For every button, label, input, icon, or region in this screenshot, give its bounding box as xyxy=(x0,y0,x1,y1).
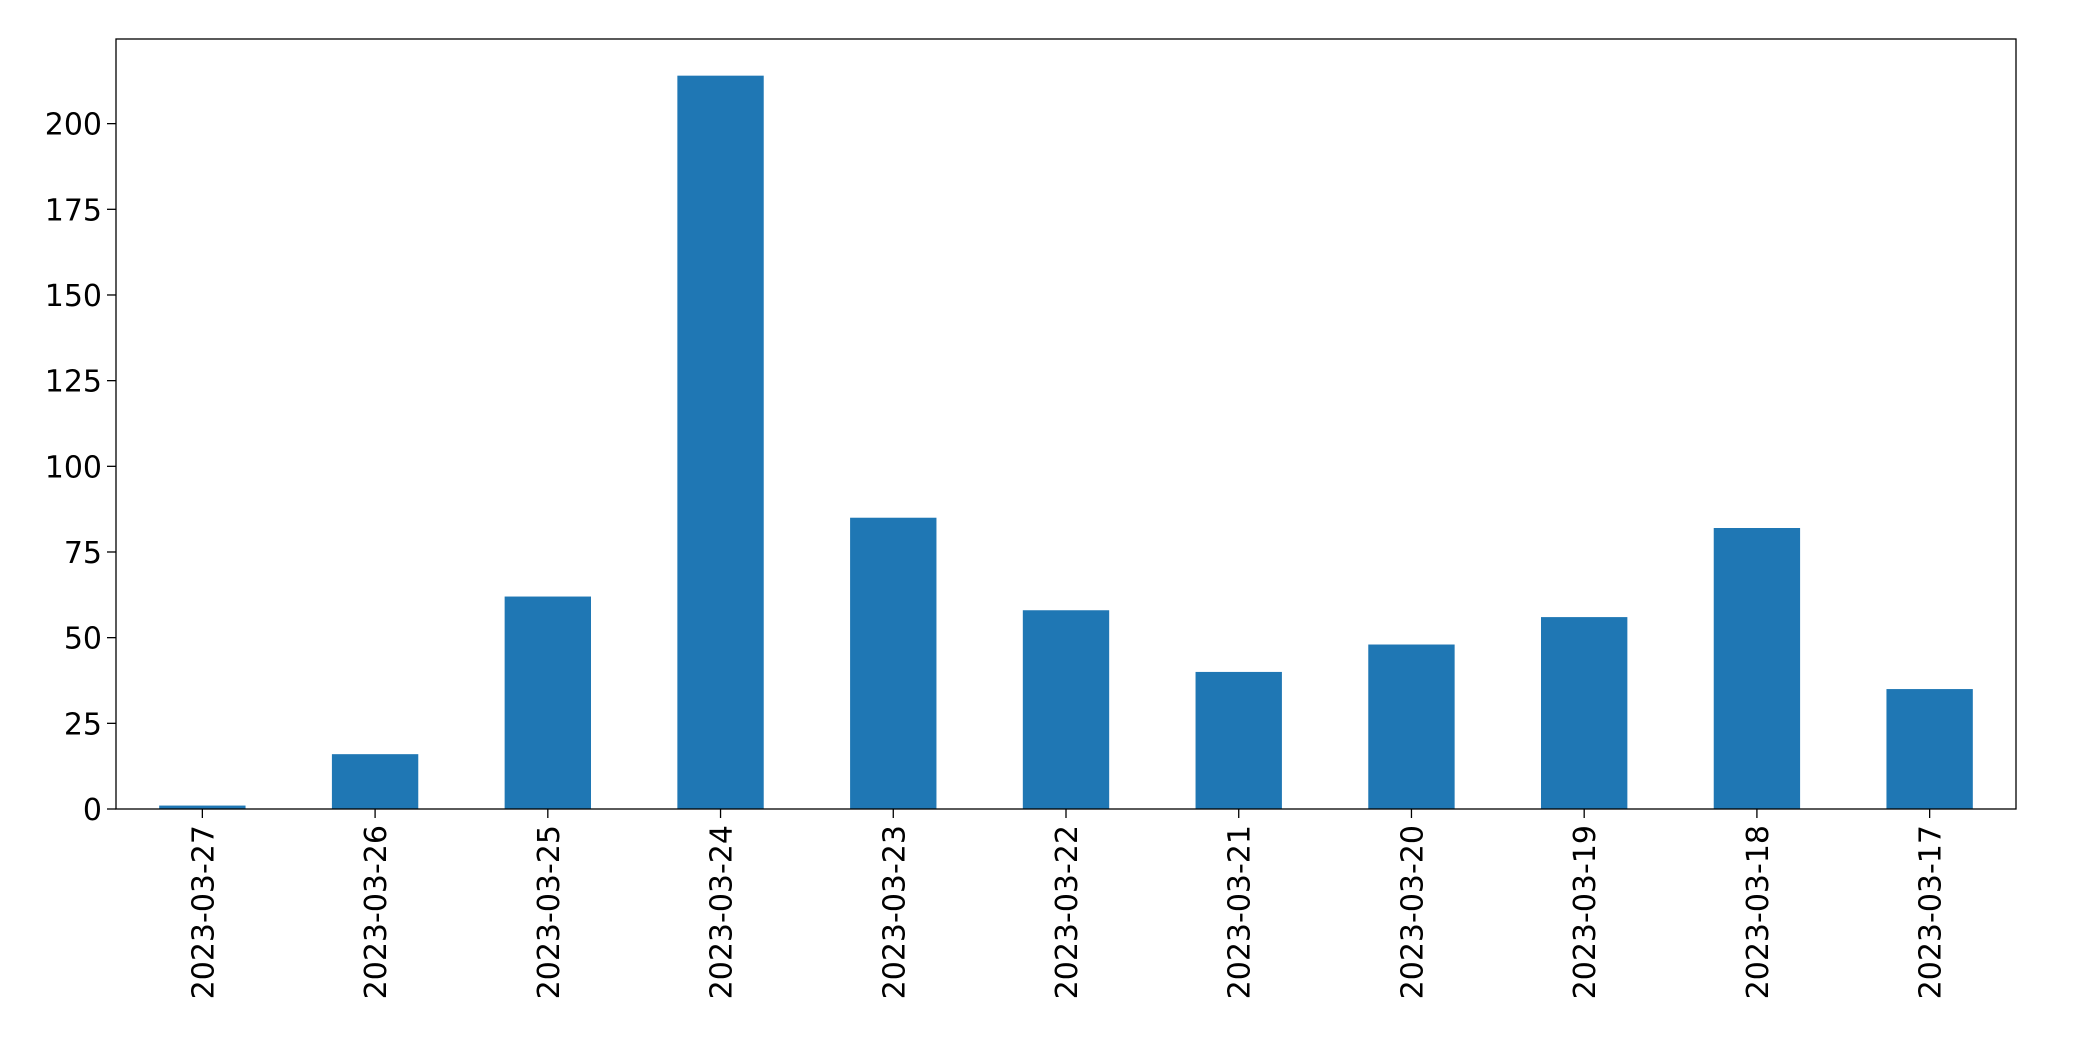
plot-frame xyxy=(115,38,2017,810)
y-tick-label: 0 xyxy=(83,793,102,828)
bar xyxy=(1886,689,1973,809)
bar xyxy=(850,517,937,809)
x-tick-label: 2023-03-23 xyxy=(877,825,912,999)
bar xyxy=(331,754,419,809)
y-tick-label: 200 xyxy=(45,108,102,143)
x-tick-label: 2023-03-25 xyxy=(532,825,567,999)
x-tick-label: 2023-03-27 xyxy=(186,825,221,999)
x-tick-label: 2023-03-24 xyxy=(705,825,740,999)
x-tick-label: 2023-03-21 xyxy=(1223,825,1258,999)
bar xyxy=(1541,617,1628,809)
x-tick-label: 2023-03-22 xyxy=(1050,825,1085,999)
x-tick-label: 2023-03-17 xyxy=(1914,825,1949,999)
bar xyxy=(1195,671,1282,809)
y-tick-label: 100 xyxy=(45,450,102,485)
y-tick-label: 175 xyxy=(45,193,102,228)
bar xyxy=(1368,644,1455,809)
y-tick-label: 125 xyxy=(45,365,102,400)
bar xyxy=(1022,610,1110,809)
x-tick-label: 2023-03-18 xyxy=(1741,825,1776,999)
x-tick-label: 2023-03-19 xyxy=(1568,825,1603,999)
y-tick-label: 75 xyxy=(64,536,102,571)
y-tick-label: 50 xyxy=(64,622,102,657)
bar xyxy=(159,805,246,809)
x-tick-label: 2023-03-26 xyxy=(359,825,394,999)
y-tick-label: 150 xyxy=(45,279,102,314)
bar xyxy=(1713,528,1801,809)
bar xyxy=(504,596,591,809)
x-tick-label: 2023-03-20 xyxy=(1395,825,1430,999)
y-tick-label: 25 xyxy=(64,707,102,742)
bar xyxy=(677,75,764,809)
